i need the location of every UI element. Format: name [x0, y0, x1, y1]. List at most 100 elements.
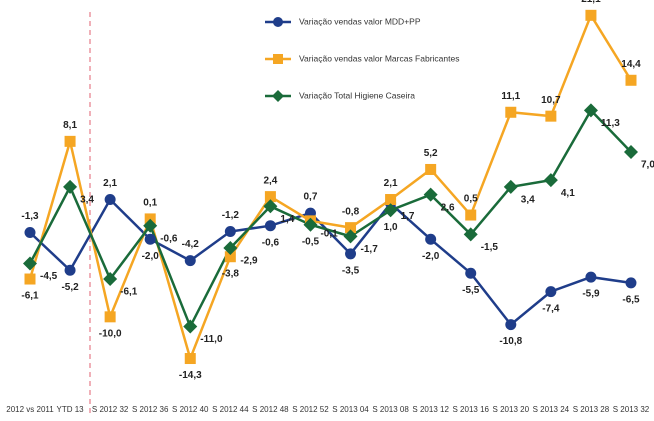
- value-label: -0,6: [262, 237, 280, 248]
- value-label: 14,4: [621, 59, 641, 70]
- legend-marker: [272, 90, 284, 102]
- value-label: 2,1: [103, 178, 117, 189]
- point: [343, 229, 358, 244]
- x-tick-label: S 2013 24: [533, 405, 570, 414]
- point: [24, 273, 36, 285]
- value-label: 3,4: [521, 195, 535, 206]
- legend-label: Variação vendas valor Marcas Fabricantes: [299, 53, 459, 63]
- value-label: 5,2: [424, 148, 438, 159]
- point: [503, 179, 518, 194]
- point: [625, 277, 637, 289]
- point: [63, 179, 78, 194]
- point: [64, 135, 76, 147]
- point: [224, 226, 236, 238]
- x-tick-label: S 2013 20: [493, 405, 530, 414]
- series-line: [29, 197, 632, 327]
- legend-marker: [273, 17, 283, 27]
- x-tick-label: S 2012 52: [292, 405, 329, 414]
- value-label: -3,8: [222, 268, 240, 279]
- value-label: -7,4: [542, 303, 560, 314]
- point: [505, 319, 517, 331]
- value-label: 21,1: [581, 0, 601, 5]
- x-tick-label: S 2012 36: [132, 405, 169, 414]
- x-tick-label: S 2012 44: [212, 405, 249, 414]
- value-label: -6,5: [622, 295, 640, 306]
- point: [104, 311, 116, 323]
- point: [184, 353, 196, 365]
- x-tick-label: S 2012 48: [252, 405, 289, 414]
- value-label: -11,0: [200, 334, 223, 345]
- value-label: 1,7: [401, 211, 415, 222]
- value-label: -3,5: [342, 265, 360, 276]
- value-label: -4,2: [182, 239, 200, 250]
- point: [345, 222, 357, 234]
- point: [64, 264, 76, 276]
- x-tick-label: YTD 13: [57, 405, 85, 414]
- x-tick-label: S 2013 08: [372, 405, 409, 414]
- value-label: 3,4: [80, 195, 94, 206]
- value-label: -2,0: [142, 251, 160, 262]
- legend-label: Variação Total Higiene Caseira: [299, 90, 415, 100]
- value-label: 7,0: [641, 160, 654, 171]
- value-label: -6,1: [120, 287, 138, 298]
- point: [24, 226, 36, 238]
- value-label: -5,2: [61, 282, 79, 293]
- x-tick-label: S 2013 16: [452, 405, 489, 414]
- value-label: 1,4: [280, 214, 294, 225]
- value-label: -10,0: [99, 328, 122, 339]
- point: [23, 256, 37, 271]
- series-line: [28, 12, 633, 363]
- legend-marker: [273, 54, 283, 64]
- x-tick-label: S 2012 40: [172, 405, 209, 414]
- point: [103, 272, 118, 287]
- point: [463, 227, 478, 242]
- value-label: -14,3: [179, 370, 202, 381]
- value-label: 1,0: [384, 222, 398, 233]
- point: [585, 271, 597, 283]
- point: [183, 319, 198, 334]
- value-label: 4,1: [561, 188, 575, 199]
- x-tick-label: S 2013 32: [613, 405, 650, 414]
- point: [224, 251, 236, 263]
- value-label: 11,3: [601, 118, 620, 129]
- point: [425, 163, 437, 175]
- value-label: -0,1: [320, 228, 338, 239]
- x-tick-label: S 2013 28: [573, 405, 610, 414]
- point: [385, 194, 397, 206]
- x-tick-label: 2012 vs 2011: [6, 405, 54, 414]
- value-label: -1,2: [222, 210, 240, 221]
- value-label: -5,5: [462, 285, 480, 296]
- legend-label: Variação vendas valor MDD+PP: [299, 16, 421, 26]
- point: [543, 173, 558, 188]
- point: [184, 255, 196, 267]
- value-label: -10,8: [499, 336, 522, 347]
- point: [583, 103, 598, 118]
- point: [303, 217, 318, 232]
- point: [425, 233, 437, 245]
- point: [264, 220, 276, 232]
- value-label: 0,5: [464, 194, 478, 205]
- point: [545, 110, 557, 122]
- point: [505, 106, 517, 118]
- value-label: -2,0: [422, 251, 440, 262]
- x-tick-label: S 2012 32: [92, 405, 129, 414]
- point: [263, 199, 278, 214]
- point: [104, 194, 116, 206]
- value-label: -0,8: [342, 206, 360, 217]
- value-label: 11,1: [501, 91, 520, 102]
- point: [625, 74, 637, 86]
- point: [264, 191, 276, 203]
- point: [545, 286, 557, 298]
- value-label: 8,1: [63, 120, 77, 131]
- x-tick-label: S 2013 04: [332, 405, 369, 414]
- value-label: 2,1: [384, 178, 398, 189]
- point: [345, 248, 357, 260]
- series-line: [28, 108, 632, 330]
- value-label: 0,7: [304, 192, 318, 203]
- value-label: 0,1: [143, 198, 157, 209]
- value-label: 10,7: [541, 95, 561, 106]
- value-label: -4,5: [40, 271, 58, 282]
- value-label: -0,6: [160, 233, 178, 244]
- point: [143, 218, 158, 233]
